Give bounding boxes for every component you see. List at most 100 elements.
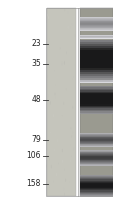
FancyBboxPatch shape — [79, 66, 112, 68]
Ellipse shape — [72, 106, 73, 109]
FancyBboxPatch shape — [79, 81, 112, 82]
Ellipse shape — [70, 155, 71, 157]
FancyBboxPatch shape — [79, 97, 112, 98]
FancyBboxPatch shape — [79, 25, 112, 26]
Text: 35: 35 — [31, 60, 41, 68]
FancyBboxPatch shape — [79, 56, 112, 58]
Ellipse shape — [46, 41, 47, 44]
FancyBboxPatch shape — [79, 135, 112, 136]
FancyBboxPatch shape — [79, 76, 112, 78]
FancyBboxPatch shape — [79, 180, 112, 182]
FancyBboxPatch shape — [79, 187, 112, 188]
FancyBboxPatch shape — [79, 62, 112, 64]
Ellipse shape — [69, 160, 70, 162]
FancyBboxPatch shape — [79, 145, 112, 146]
Ellipse shape — [57, 16, 58, 19]
FancyBboxPatch shape — [79, 193, 112, 194]
FancyBboxPatch shape — [79, 179, 112, 180]
FancyBboxPatch shape — [79, 40, 112, 42]
Ellipse shape — [67, 26, 68, 29]
FancyBboxPatch shape — [79, 182, 112, 183]
FancyBboxPatch shape — [79, 21, 112, 22]
Ellipse shape — [57, 144, 58, 146]
FancyBboxPatch shape — [79, 79, 112, 80]
FancyBboxPatch shape — [79, 89, 112, 90]
Ellipse shape — [46, 99, 47, 101]
Ellipse shape — [55, 133, 56, 136]
Ellipse shape — [55, 54, 56, 57]
FancyBboxPatch shape — [79, 195, 112, 196]
Ellipse shape — [71, 78, 72, 79]
Ellipse shape — [66, 123, 67, 124]
FancyBboxPatch shape — [79, 136, 112, 137]
FancyBboxPatch shape — [79, 22, 112, 23]
FancyBboxPatch shape — [79, 155, 112, 156]
FancyBboxPatch shape — [79, 150, 112, 151]
Ellipse shape — [61, 62, 62, 66]
FancyBboxPatch shape — [79, 80, 112, 81]
FancyBboxPatch shape — [79, 104, 112, 106]
FancyBboxPatch shape — [79, 30, 112, 31]
FancyBboxPatch shape — [79, 20, 112, 21]
FancyBboxPatch shape — [79, 107, 112, 108]
FancyBboxPatch shape — [79, 139, 112, 140]
FancyBboxPatch shape — [79, 140, 112, 141]
Text: 23: 23 — [31, 40, 41, 48]
FancyBboxPatch shape — [79, 18, 112, 19]
Ellipse shape — [72, 76, 73, 78]
Text: 48: 48 — [31, 96, 41, 104]
Ellipse shape — [48, 10, 49, 11]
Ellipse shape — [47, 95, 48, 98]
Ellipse shape — [46, 20, 47, 23]
FancyBboxPatch shape — [79, 71, 112, 72]
FancyBboxPatch shape — [79, 144, 112, 145]
FancyBboxPatch shape — [79, 99, 112, 100]
FancyBboxPatch shape — [79, 154, 112, 155]
FancyBboxPatch shape — [79, 100, 112, 101]
Ellipse shape — [71, 23, 72, 26]
FancyBboxPatch shape — [79, 86, 112, 87]
FancyBboxPatch shape — [79, 103, 112, 104]
FancyBboxPatch shape — [79, 151, 112, 152]
FancyBboxPatch shape — [79, 29, 112, 30]
Text: 79: 79 — [31, 136, 41, 144]
Ellipse shape — [67, 12, 68, 14]
FancyBboxPatch shape — [79, 183, 112, 184]
FancyBboxPatch shape — [79, 78, 112, 80]
Ellipse shape — [74, 35, 75, 37]
FancyBboxPatch shape — [46, 8, 75, 196]
Ellipse shape — [74, 148, 75, 150]
Ellipse shape — [63, 188, 64, 191]
FancyBboxPatch shape — [79, 98, 112, 99]
FancyBboxPatch shape — [79, 176, 112, 177]
Ellipse shape — [72, 147, 73, 151]
Ellipse shape — [49, 101, 50, 105]
FancyBboxPatch shape — [79, 58, 112, 60]
FancyBboxPatch shape — [79, 189, 112, 190]
FancyBboxPatch shape — [79, 159, 112, 160]
FancyBboxPatch shape — [79, 138, 112, 139]
Text: 158: 158 — [26, 180, 41, 188]
Ellipse shape — [61, 115, 62, 116]
FancyBboxPatch shape — [79, 82, 112, 83]
FancyBboxPatch shape — [79, 74, 112, 76]
FancyBboxPatch shape — [79, 101, 112, 103]
FancyBboxPatch shape — [79, 175, 112, 176]
FancyBboxPatch shape — [79, 87, 112, 89]
FancyBboxPatch shape — [79, 96, 112, 97]
Ellipse shape — [64, 9, 65, 11]
FancyBboxPatch shape — [79, 19, 112, 20]
Ellipse shape — [69, 72, 70, 76]
FancyBboxPatch shape — [79, 152, 112, 153]
Ellipse shape — [63, 61, 64, 65]
FancyBboxPatch shape — [79, 146, 112, 147]
FancyBboxPatch shape — [79, 90, 112, 92]
Ellipse shape — [69, 144, 70, 146]
Ellipse shape — [47, 75, 48, 78]
FancyBboxPatch shape — [79, 72, 112, 73]
FancyBboxPatch shape — [79, 143, 112, 144]
Ellipse shape — [73, 42, 74, 46]
FancyBboxPatch shape — [79, 157, 112, 158]
FancyBboxPatch shape — [79, 42, 112, 44]
FancyBboxPatch shape — [79, 153, 112, 154]
